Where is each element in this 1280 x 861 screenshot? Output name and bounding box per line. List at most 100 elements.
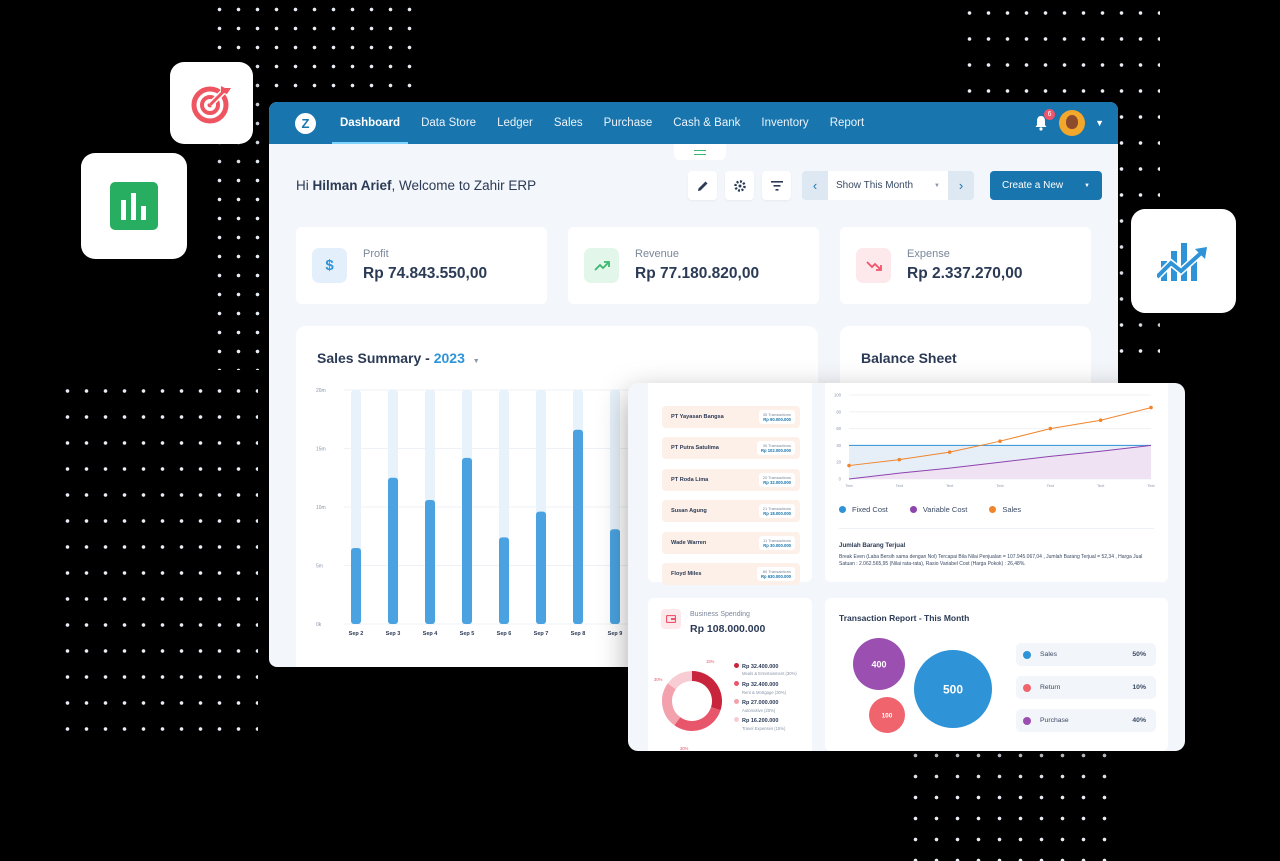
edit-button[interactable]: [688, 171, 717, 200]
bar: [462, 457, 472, 624]
customer-row[interactable]: Wade Warren 11 Transactions Rp 30.000.000: [662, 532, 800, 554]
customer-tx: 11 Transactions: [763, 537, 791, 543]
legend-sales: Sales: [989, 505, 1021, 514]
filter-button[interactable]: [762, 171, 791, 200]
bar: [499, 537, 509, 624]
x-tick-label: Sep 6: [497, 631, 512, 637]
period-dropdown[interactable]: Show This Month ▼: [828, 171, 948, 200]
chevron-down-icon[interactable]: ▼: [1095, 118, 1104, 128]
legend-variable-cost: Variable Cost: [909, 505, 967, 514]
x-tick-label: Text: [1097, 483, 1105, 488]
nav-cash-bank[interactable]: Cash & Bank: [673, 117, 741, 129]
customer-name: PT Yayasan Bangsa: [671, 414, 724, 420]
customer-stats: 30 Transactions Rp 102.000.000: [756, 440, 795, 456]
customer-name: PT Putra Satulima: [671, 445, 719, 451]
bar: [610, 529, 620, 624]
y-tick-label: 60: [836, 426, 841, 431]
customer-row[interactable]: Susan Agung 21 Transactions Rp 18.000.000: [662, 500, 800, 522]
spending-donut-chart: 30% 15% 30%: [654, 659, 722, 751]
customer-row[interactable]: PT Yayasan Bangsa 35 Transactions Rp 90.00…: [662, 406, 800, 428]
x-tick-label: Text: [946, 483, 954, 488]
transaction-row-return[interactable]: Return 10%: [1016, 676, 1156, 699]
bar: [388, 477, 398, 624]
x-tick-label: Sep 3: [386, 631, 401, 637]
collapse-handle[interactable]: [674, 144, 726, 160]
donut-label: 30%: [654, 677, 663, 682]
spending-label: Business Spending: [690, 611, 750, 618]
customer-stats: 35 Transactions Rp 90.000.000: [758, 409, 795, 425]
customer-row[interactable]: Floyd Miles 80 Transactions Rp 630.000.000: [662, 563, 800, 585]
nav-sales[interactable]: Sales: [553, 117, 583, 129]
customer-row[interactable]: PT Roda Lima 20 Transactions Rp 32.000.000: [662, 469, 800, 491]
gear-icon: [733, 179, 746, 192]
user-name: Hilman Arief: [312, 178, 392, 193]
kpi-label: Revenue: [635, 248, 680, 260]
transaction-row-sales[interactable]: Sales 50%: [1016, 643, 1156, 666]
notification-button[interactable]: 6: [1033, 109, 1056, 131]
kpi-revenue[interactable]: Revenue Rp 77.180.820,00: [568, 227, 819, 304]
growth-chart-tile: [1131, 209, 1236, 313]
prev-period-button[interactable]: ‹: [812, 178, 818, 193]
dollar-icon: $: [312, 248, 347, 283]
customer-name: Susan Agung: [671, 508, 707, 514]
bar: [425, 499, 435, 624]
settings-button[interactable]: [725, 171, 754, 200]
x-tick-label: Text: [1047, 483, 1055, 488]
kpi-profit[interactable]: $ Profit Rp 74.843.550,00: [296, 227, 547, 304]
donut-slice: [667, 671, 693, 690]
customer-tx: 20 Transactions: [762, 474, 791, 480]
customer-tx: 35 Transactions: [762, 411, 791, 417]
break-even-card: 100 80 60 40 20 0 Text Text Text Text Text Text Text…: [825, 383, 1168, 582]
spending-total: Rp 108.000.000: [690, 623, 766, 635]
transaction-row-purchase[interactable]: Purchase 40%: [1016, 709, 1156, 732]
caret-down-icon: ▼: [934, 182, 940, 189]
y-tick-label: 20: [836, 460, 841, 465]
sales-point: [947, 450, 952, 454]
nav-data-store[interactable]: Data Store: [421, 117, 477, 129]
customer-amount: Rp 32.000.000: [763, 479, 791, 485]
detail-overlay-panel: PT Yayasan Bangsa 35 Transactions Rp 90.00…: [628, 383, 1185, 751]
y-tick-label: 0: [839, 477, 842, 482]
nav-purchase[interactable]: Purchase: [603, 117, 653, 129]
x-tick-label: Text: [896, 483, 904, 488]
create-new-button[interactable]: Create a New ▼: [990, 171, 1102, 200]
transaction-report-title: Transaction Report - This Month: [839, 613, 970, 623]
donut-slice: [674, 706, 721, 731]
growth-chart-icon: [1156, 243, 1207, 281]
donut-label: 30%: [680, 746, 689, 751]
sales-point: [1098, 418, 1103, 422]
customer-tx: 21 Transactions: [762, 505, 791, 511]
sales-summary-year[interactable]: 2023: [433, 350, 465, 366]
balance-sheet-title: Balance Sheet: [861, 350, 957, 366]
bubble-sales: [914, 650, 992, 728]
nav-report[interactable]: Report: [829, 117, 865, 129]
kpi-value: Rp 74.843.550,00: [363, 265, 488, 282]
filter-icon: [770, 180, 783, 191]
y-tick-label: 5m: [316, 564, 323, 570]
dot-grid-bottom-right: [905, 745, 1110, 861]
bar-chart-icon: [110, 182, 158, 230]
wallet-icon: [661, 609, 681, 629]
customer-tx: 80 Transactions: [762, 568, 791, 574]
bubble-return-label: 100: [882, 713, 893, 720]
x-tick-label: Sep 4: [423, 631, 439, 637]
caret-down-icon[interactable]: ▼: [472, 358, 480, 365]
spending-item: Rp 27.000.000 Automotive (25%): [734, 699, 797, 713]
period-label: Show This Month: [836, 180, 914, 191]
nav-ledger[interactable]: Ledger: [497, 117, 533, 129]
balance-note-heading: Jumlah Barang Terjual: [839, 542, 906, 549]
zahir-logo[interactable]: Z: [295, 112, 316, 134]
spending-legend: Rp 32.400.000 Meals & Entertainment (30%)…: [734, 663, 797, 731]
customer-amount: Rp 90.000.000: [763, 416, 791, 422]
welcome-message: Hi Hilman Arief, Welcome to Zahir ERP: [296, 178, 536, 193]
sales-point: [847, 463, 851, 468]
user-avatar[interactable]: [1059, 110, 1086, 136]
nav-dashboard[interactable]: Dashboard: [331, 102, 409, 144]
pencil-icon: [697, 181, 707, 191]
bell-icon: [1035, 116, 1047, 131]
kpi-value: Rp 77.180.820,00: [635, 265, 760, 282]
nav-inventory[interactable]: Inventory: [761, 117, 809, 129]
next-period-button[interactable]: ›: [958, 178, 964, 193]
kpi-expense[interactable]: Expense Rp 2.337.270,00: [840, 227, 1091, 304]
customer-row[interactable]: PT Putra Satulima 30 Transactions Rp 102.0…: [662, 437, 800, 459]
